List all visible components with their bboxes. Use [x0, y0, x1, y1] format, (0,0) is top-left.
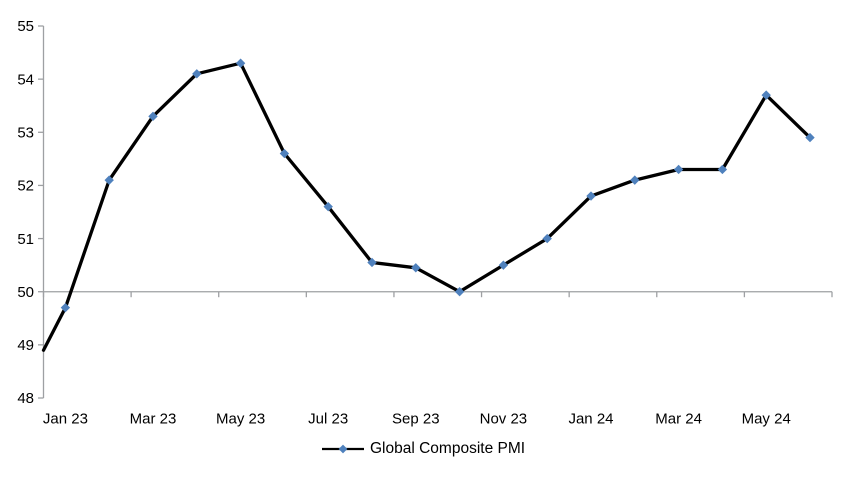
- pmi-data-marker: [192, 69, 202, 79]
- pmi-data-marker: [367, 257, 377, 268]
- legend-key-diamond-icon: [338, 444, 348, 454]
- pmi-data-marker: [323, 201, 333, 212]
- y-axis-tick-label: 51: [17, 231, 34, 248]
- y-axis-tick-label: 50: [17, 284, 34, 301]
- x-axis-tick-label: Sep 23: [392, 411, 440, 428]
- pmi-data-marker: [411, 263, 421, 273]
- pmi-data-marker: [148, 111, 158, 122]
- pmi-data-marker: [60, 302, 71, 313]
- x-axis-tick-label: May 24: [742, 411, 791, 428]
- pmi-data-marker: [104, 175, 114, 185]
- x-axis-tick-label: Mar 24: [655, 411, 702, 428]
- pmi-data-marker: [805, 132, 815, 143]
- pmi-series-line: [41, 61, 812, 352]
- pmi-data-marker: [761, 90, 771, 100]
- y-axis-tick-label: 52: [17, 178, 34, 195]
- y-axis-tick-label: 48: [17, 390, 34, 407]
- pmi-data-marker: [673, 164, 684, 175]
- x-axis-tick-label: Jan 24: [568, 411, 613, 428]
- y-axis-tick-label: 53: [17, 124, 34, 141]
- pmi-data-marker: [235, 58, 246, 68]
- y-axis-tick-label: 55: [17, 18, 34, 35]
- legend: Global Composite PMI: [321, 440, 525, 458]
- x-axis-tick-label: Nov 23: [480, 411, 528, 428]
- pmi-data-marker: [454, 287, 465, 297]
- y-axis-tick-label: 54: [17, 71, 34, 88]
- legend-key-icon: [322, 444, 364, 454]
- x-axis-tick-label: Mar 23: [130, 411, 177, 428]
- pmi-data-marker: [630, 175, 640, 185]
- legend-label: Global Composite PMI: [370, 440, 526, 457]
- pmi-data-marker: [498, 260, 509, 270]
- x-axis-tick-label: May 23: [216, 411, 265, 428]
- pmi-data-marker: [586, 191, 596, 201]
- pmi-data-marker: [279, 148, 290, 159]
- y-axis-tick-label: 49: [17, 337, 34, 354]
- pmi-data-marker: [542, 233, 552, 244]
- x-axis-tick-label: Jul 23: [308, 411, 348, 428]
- pmi-data-marker: [717, 164, 728, 175]
- x-axis-tick-label: Jan 23: [43, 411, 88, 428]
